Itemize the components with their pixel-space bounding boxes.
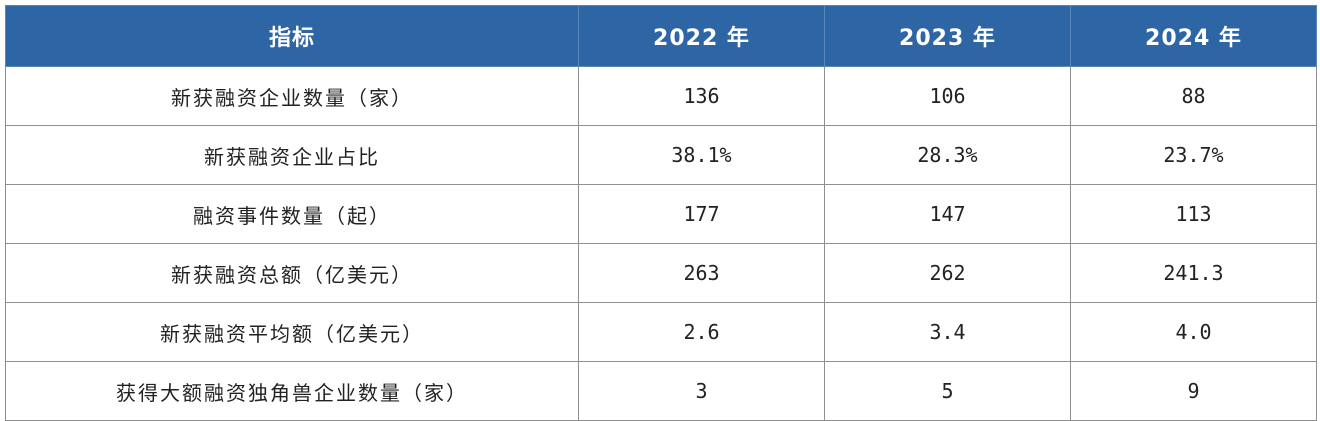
cell-2024: 9	[1070, 361, 1317, 421]
cell-2022: 136	[578, 66, 825, 126]
row-label: 融资事件数量（起）	[5, 184, 579, 244]
cell-2022: 177	[578, 184, 825, 244]
header-year-2022: 2022 年	[578, 5, 825, 67]
cell-2024: 4.0	[1070, 302, 1317, 362]
cell-2022: 2.6	[578, 302, 825, 362]
table-row: 融资事件数量（起） 177 147 113	[5, 184, 1317, 244]
cell-2023: 147	[824, 184, 1071, 244]
cell-2023: 3.4	[824, 302, 1071, 362]
header-year-2023: 2023 年	[824, 5, 1071, 67]
table-row: 获得大额融资独角兽企业数量（家） 3 5 9	[5, 361, 1317, 421]
header-row: 指标 2022 年 2023 年 2024 年	[5, 5, 1317, 67]
row-label: 新获融资总额（亿美元）	[5, 243, 579, 303]
cell-2024: 113	[1070, 184, 1317, 244]
header-indicator: 指标	[5, 5, 579, 67]
cell-2023: 106	[824, 66, 1071, 126]
table-header: 指标 2022 年 2023 年 2024 年	[5, 5, 1317, 67]
cell-2023: 28.3%	[824, 125, 1071, 185]
cell-2024: 88	[1070, 66, 1317, 126]
cell-2023: 262	[824, 243, 1071, 303]
row-label: 新获融资平均额（亿美元）	[5, 302, 579, 362]
data-table-container: 指标 2022 年 2023 年 2024 年 新获融资企业数量（家） 136 …	[5, 5, 1317, 421]
cell-2022: 263	[578, 243, 825, 303]
row-label: 获得大额融资独角兽企业数量（家）	[5, 361, 579, 421]
table-row: 新获融资企业占比 38.1% 28.3% 23.7%	[5, 125, 1317, 185]
table-row: 新获融资平均额（亿美元） 2.6 3.4 4.0	[5, 302, 1317, 362]
row-label: 新获融资企业占比	[5, 125, 579, 185]
cell-2024: 241.3	[1070, 243, 1317, 303]
cell-2022: 38.1%	[578, 125, 825, 185]
row-label: 新获融资企业数量（家）	[5, 66, 579, 126]
cell-2023: 5	[824, 361, 1071, 421]
table-row: 新获融资总额（亿美元） 263 262 241.3	[5, 243, 1317, 303]
cell-2022: 3	[578, 361, 825, 421]
cell-2024: 23.7%	[1070, 125, 1317, 185]
header-year-2024: 2024 年	[1070, 5, 1317, 67]
table-row: 新获融资企业数量（家） 136 106 88	[5, 66, 1317, 126]
financing-stats-table: 指标 2022 年 2023 年 2024 年 新获融资企业数量（家） 136 …	[5, 5, 1317, 421]
table-body: 新获融资企业数量（家） 136 106 88 新获融资企业占比 38.1% 28…	[5, 66, 1317, 421]
